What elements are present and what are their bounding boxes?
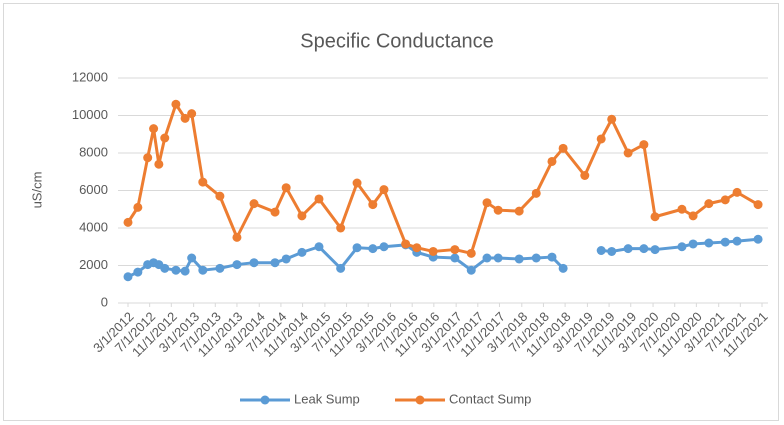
data-point: [558, 143, 568, 153]
data-point: [450, 253, 460, 263]
data-point: [596, 246, 606, 255]
y-tick-label: 8000: [79, 144, 108, 159]
data-point: [639, 244, 649, 254]
data-point: [281, 183, 291, 193]
legend-marker: [260, 395, 270, 405]
data-point: [732, 236, 742, 246]
data-point: [401, 239, 411, 249]
data-point: [704, 238, 714, 248]
data-point: [160, 263, 170, 273]
data-point: [482, 253, 492, 263]
data-point: [596, 134, 606, 144]
data-point: [514, 254, 524, 264]
legend-marker: [415, 395, 425, 405]
y-tick-label: 6000: [79, 182, 108, 197]
data-point: [154, 159, 164, 169]
data-point: [297, 247, 307, 257]
data-point: [143, 153, 153, 163]
data-point: [720, 195, 730, 205]
data-point: [732, 187, 742, 197]
data-point: [249, 258, 259, 268]
data-point: [180, 266, 190, 276]
data-point: [379, 242, 389, 252]
data-point: [623, 148, 633, 158]
data-point: [187, 253, 197, 263]
data-point: [379, 185, 389, 195]
data-point: [607, 246, 617, 256]
data-point: [677, 204, 687, 214]
y-tick-label: 4000: [79, 219, 108, 234]
data-point: [336, 223, 346, 233]
data-point: [198, 177, 208, 187]
chart-title: Specific Conductance: [300, 30, 493, 52]
data-point: [531, 188, 541, 198]
chart-frame: [3, 3, 779, 421]
data-point: [623, 244, 633, 254]
data-point: [297, 211, 307, 221]
y-tick-label: 12000: [72, 69, 108, 84]
data-point: [232, 260, 242, 270]
data-point: [270, 207, 280, 217]
data-point: [336, 263, 346, 273]
data-point: [368, 200, 378, 210]
y-tick-label: 0: [101, 294, 108, 309]
data-point: [677, 242, 687, 252]
data-point: [180, 113, 190, 123]
data-point: [493, 253, 503, 263]
y-axis-label: uS/cm: [29, 172, 44, 209]
data-point: [753, 200, 763, 210]
data-point: [688, 239, 698, 249]
data-point: [688, 211, 698, 221]
data-point: [720, 237, 730, 247]
data-point: [281, 254, 291, 264]
data-point: [133, 267, 143, 277]
data-point: [639, 140, 649, 150]
data-point: [149, 124, 159, 134]
data-point: [704, 199, 714, 209]
data-point: [753, 234, 763, 244]
legend-label: Leak Sump: [294, 391, 360, 406]
data-point: [123, 272, 133, 282]
data-point: [482, 198, 492, 208]
data-point: [232, 232, 242, 242]
legend-label: Contact Sump: [449, 391, 531, 406]
data-point: [314, 242, 324, 252]
data-point: [171, 265, 181, 275]
data-point: [547, 156, 557, 166]
data-point: [368, 244, 378, 254]
data-point: [133, 202, 143, 212]
data-point: [215, 263, 225, 273]
data-point: [547, 252, 557, 262]
data-point: [450, 245, 460, 255]
data-point: [558, 263, 568, 273]
data-point: [249, 199, 259, 209]
y-tick-label: 10000: [72, 107, 108, 122]
data-point: [352, 178, 362, 188]
data-point: [514, 206, 524, 216]
data-point: [123, 217, 133, 227]
data-point: [466, 265, 476, 275]
data-point: [270, 258, 280, 268]
data-point: [580, 171, 590, 180]
data-point: [171, 99, 181, 109]
data-point: [607, 114, 617, 124]
data-point: [428, 246, 438, 256]
data-point: [493, 205, 503, 215]
data-point: [531, 253, 541, 263]
data-point: [650, 212, 660, 222]
y-tick-label: 2000: [79, 257, 108, 272]
data-point: [314, 194, 324, 204]
data-point: [352, 243, 362, 253]
data-point: [198, 265, 208, 275]
data-point: [466, 248, 476, 258]
data-point: [187, 109, 197, 119]
data-point: [412, 243, 422, 253]
data-point: [160, 133, 170, 143]
data-point: [650, 245, 660, 255]
data-point: [215, 191, 225, 201]
